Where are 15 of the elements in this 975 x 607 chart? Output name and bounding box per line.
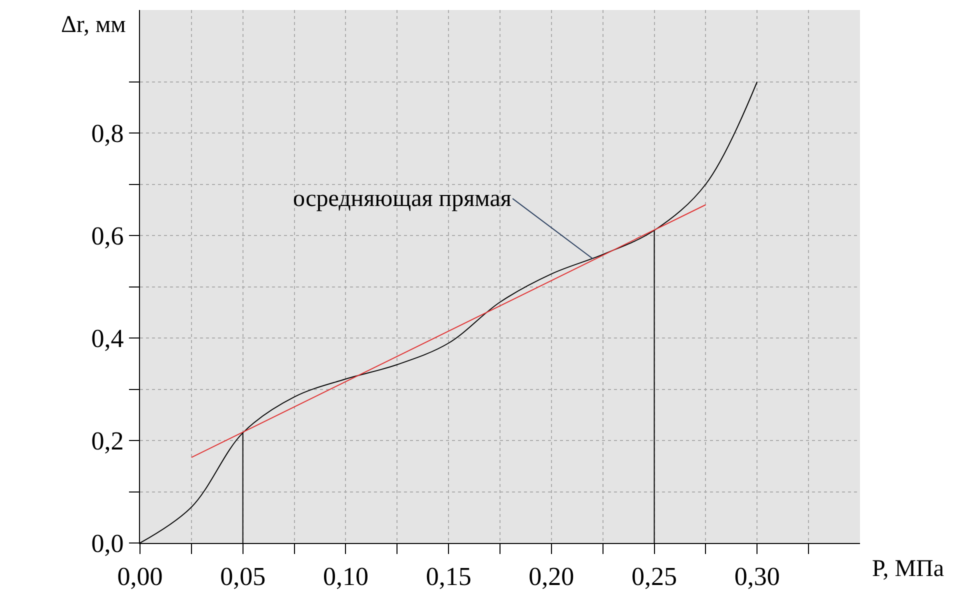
y-tick-label: 0,4 bbox=[91, 324, 124, 354]
x-tick-label: 0,15 bbox=[426, 562, 472, 592]
x-tick-label: 0,30 bbox=[734, 562, 780, 592]
x-tick-label: 0,25 bbox=[632, 562, 678, 592]
annotation: осредняющая прямая bbox=[293, 186, 512, 212]
y-tick-label: 0,6 bbox=[91, 222, 124, 251]
y-axis-title: Δr, мм bbox=[61, 12, 126, 38]
y-tick-label: 0,0 bbox=[91, 529, 124, 558]
x-tick-label: 0,10 bbox=[322, 562, 368, 592]
x-axis-title: P, МПа bbox=[872, 556, 944, 582]
y-tick-label: 0,8 bbox=[91, 119, 124, 148]
y-tick-label: 0,2 bbox=[91, 426, 124, 456]
x-tick-label: 0,20 bbox=[528, 562, 574, 592]
x-tick-label: 0,05 bbox=[220, 562, 266, 592]
x-tick-label: 0,00 bbox=[117, 562, 163, 592]
